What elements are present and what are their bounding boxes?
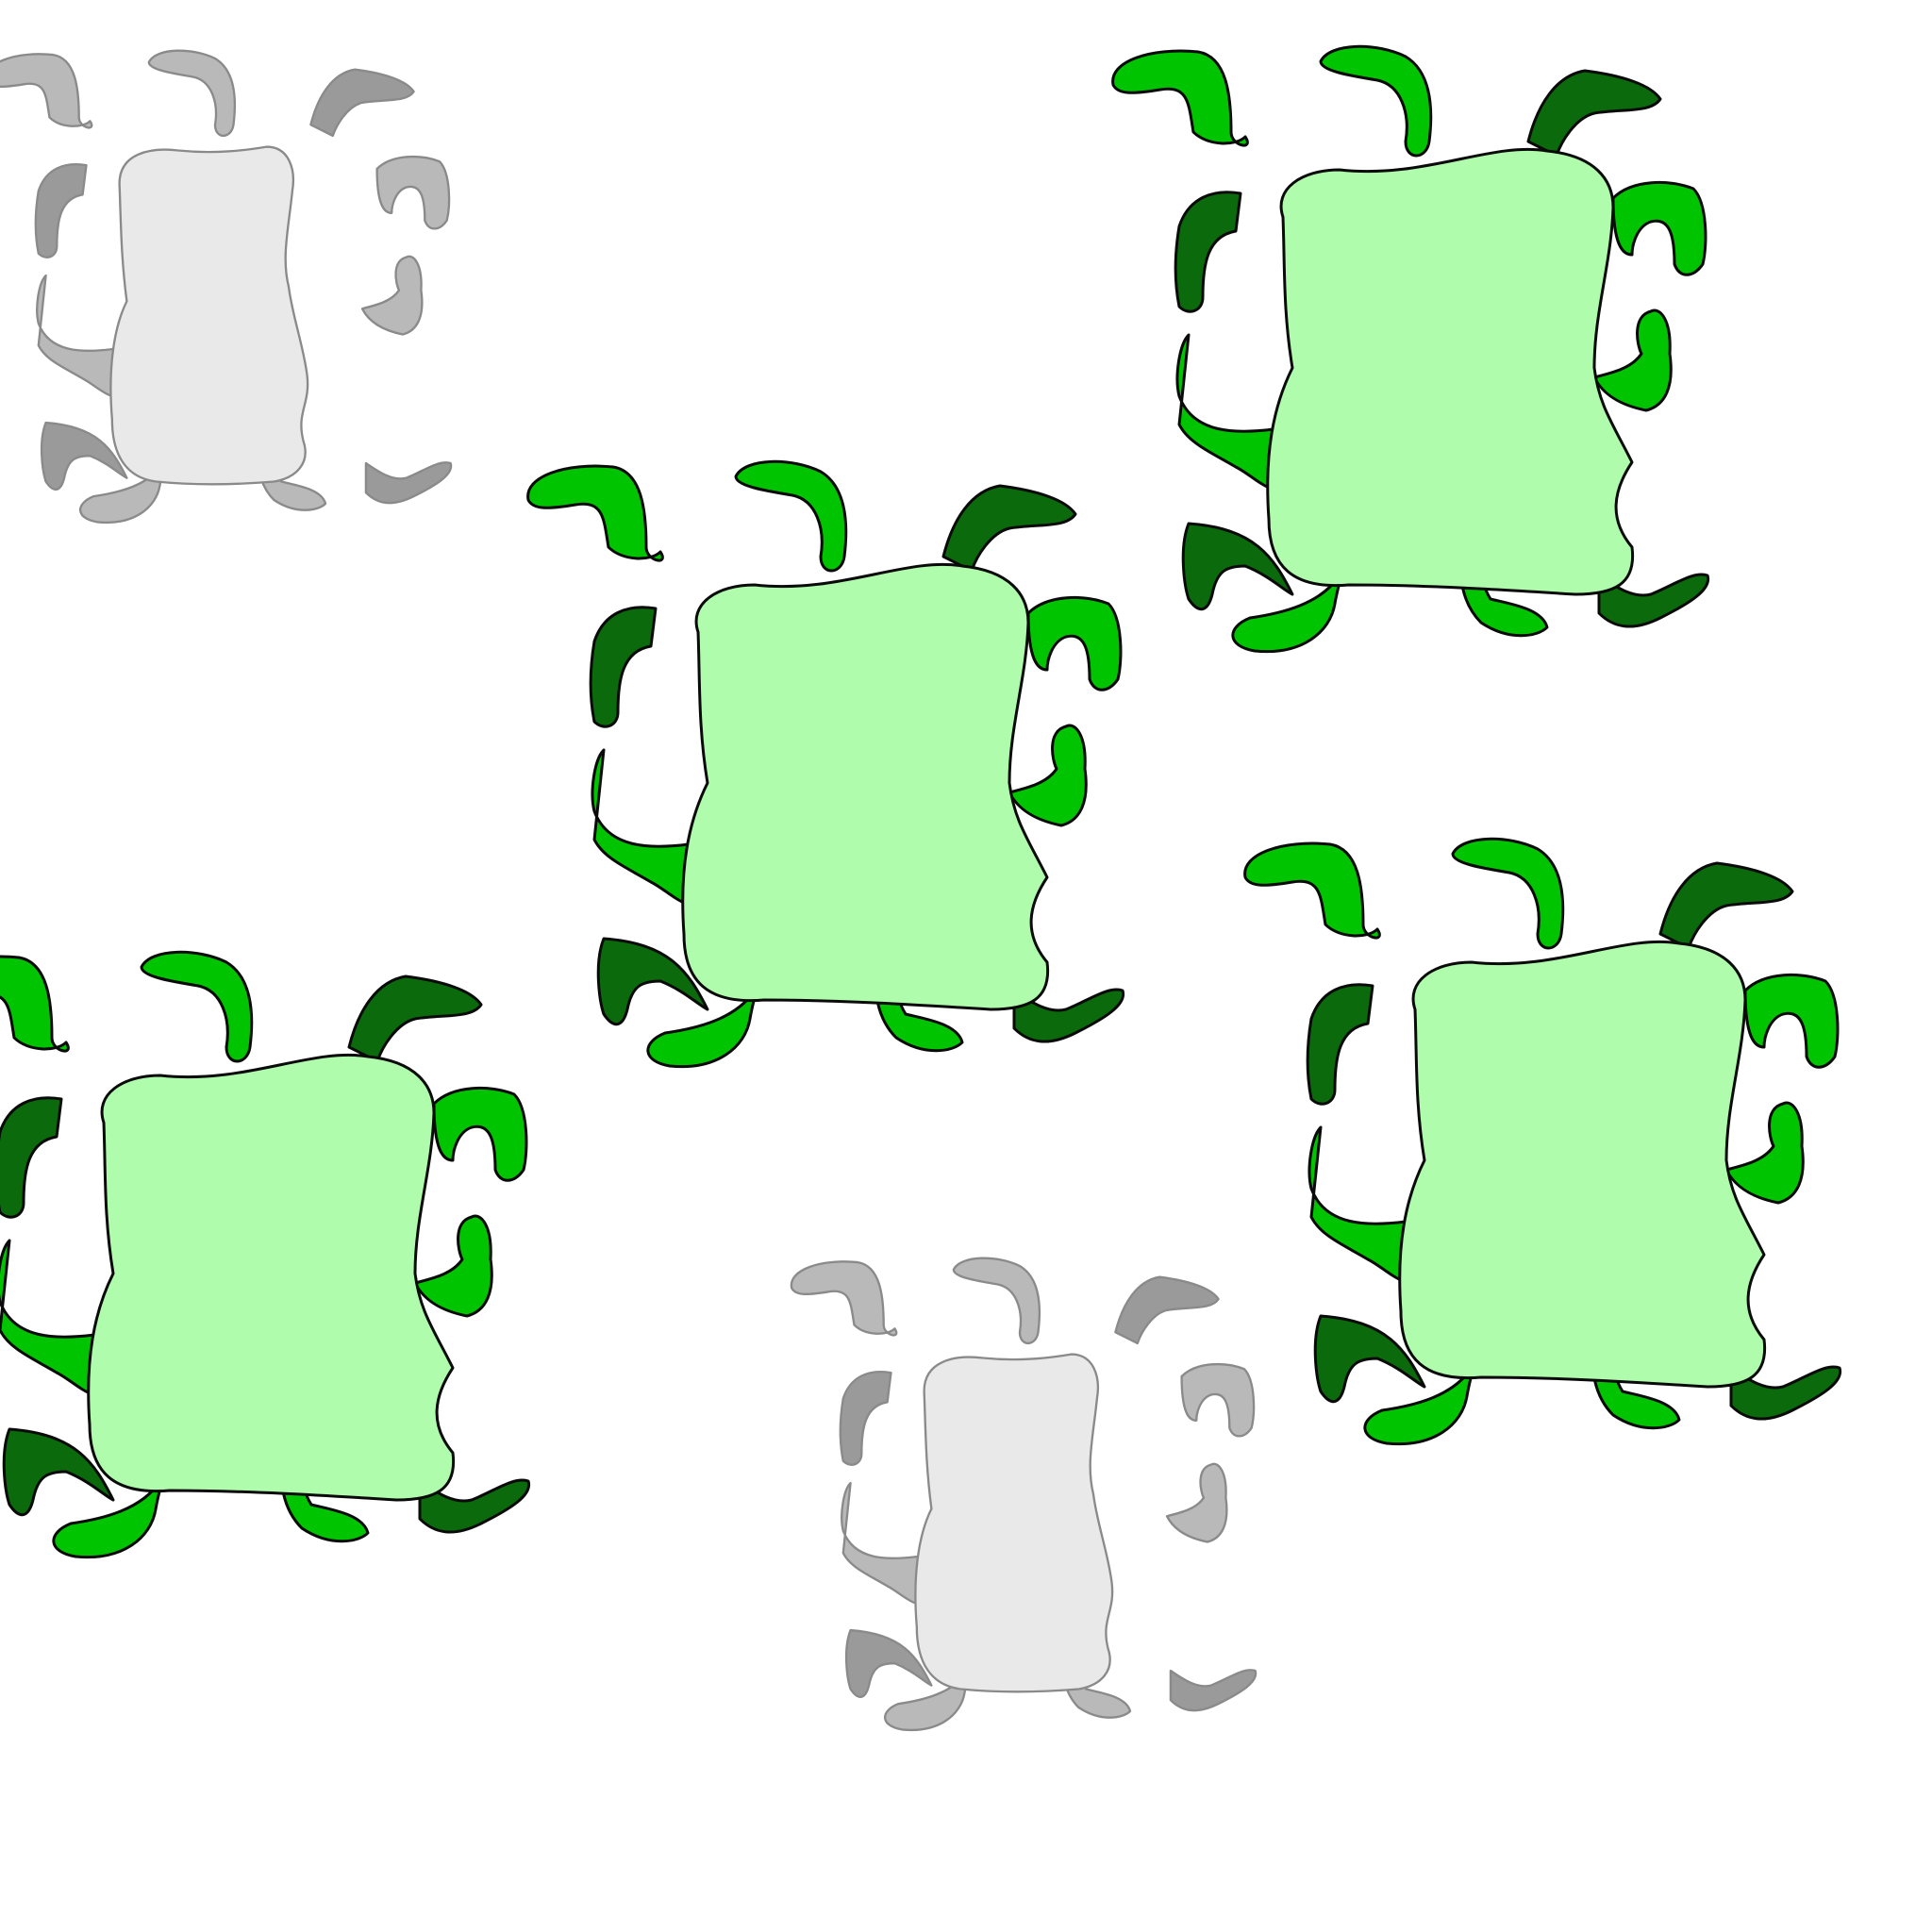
dark-tentacle — [1313, 1314, 1426, 1404]
dark-tentacle — [1597, 573, 1710, 628]
dark-tentacle — [418, 1478, 531, 1534]
light-tentacle — [790, 1260, 898, 1337]
dark-tentacle — [309, 68, 415, 138]
dark-tentacle — [839, 1371, 892, 1466]
green-cell-creature — [0, 950, 531, 1559]
dark-tentacle — [596, 937, 709, 1026]
light-tentacle — [526, 464, 664, 562]
dark-tentacle — [1012, 988, 1125, 1043]
light-tentacle — [0, 955, 70, 1053]
light-tentacle — [413, 1214, 493, 1318]
cell-body — [87, 1053, 456, 1502]
light-tentacle — [1243, 841, 1381, 940]
gray-cell-creature — [790, 1257, 1257, 1732]
gray-cell-creature — [0, 49, 453, 525]
light-tentacle — [1451, 837, 1565, 950]
dark-tentacle — [844, 1628, 933, 1698]
dark-tentacle — [1306, 983, 1374, 1106]
dark-tentacle — [364, 461, 453, 505]
dark-tentacle — [1526, 69, 1662, 158]
light-tentacle — [1592, 308, 1673, 412]
light-tentacle — [140, 950, 254, 1063]
green-cell-creature — [526, 459, 1125, 1069]
light-tentacle — [1111, 49, 1249, 147]
dark-tentacle — [941, 484, 1077, 573]
cell-body — [681, 562, 1050, 1011]
light-tentacle — [734, 459, 848, 573]
dark-tentacle — [2, 1427, 115, 1517]
dark-tentacle — [0, 1096, 63, 1219]
dark-tentacle — [40, 421, 128, 491]
light-tentacle — [1319, 44, 1433, 158]
cell-body — [1398, 940, 1767, 1389]
cell-body — [914, 1353, 1114, 1693]
dark-tentacle — [1181, 522, 1294, 611]
cell-body — [1266, 147, 1635, 596]
light-tentacle — [360, 255, 424, 336]
light-tentacle — [1026, 595, 1123, 691]
light-tentacle — [147, 49, 237, 138]
light-tentacle — [375, 155, 451, 230]
light-tentacle — [1165, 1462, 1228, 1543]
dark-tentacle — [1174, 191, 1242, 313]
light-tentacle — [432, 1086, 528, 1182]
light-tentacle — [1008, 724, 1088, 827]
dark-tentacle — [34, 163, 88, 258]
dark-tentacle — [1729, 1365, 1842, 1421]
dark-tentacle — [1658, 861, 1794, 950]
dark-tentacle — [1169, 1669, 1257, 1712]
cell-body — [109, 145, 309, 486]
dark-tentacle — [1114, 1275, 1220, 1345]
light-tentacle — [0, 53, 93, 129]
light-tentacle — [1743, 973, 1840, 1069]
green-cell-creature — [1243, 837, 1842, 1446]
dark-tentacle — [589, 606, 658, 728]
green-cell-creature — [1111, 44, 1710, 654]
light-tentacle — [1724, 1101, 1805, 1205]
light-tentacle — [1180, 1362, 1256, 1438]
light-tentacle — [1611, 180, 1707, 276]
light-tentacle — [952, 1257, 1041, 1345]
dark-tentacle — [347, 974, 483, 1063]
